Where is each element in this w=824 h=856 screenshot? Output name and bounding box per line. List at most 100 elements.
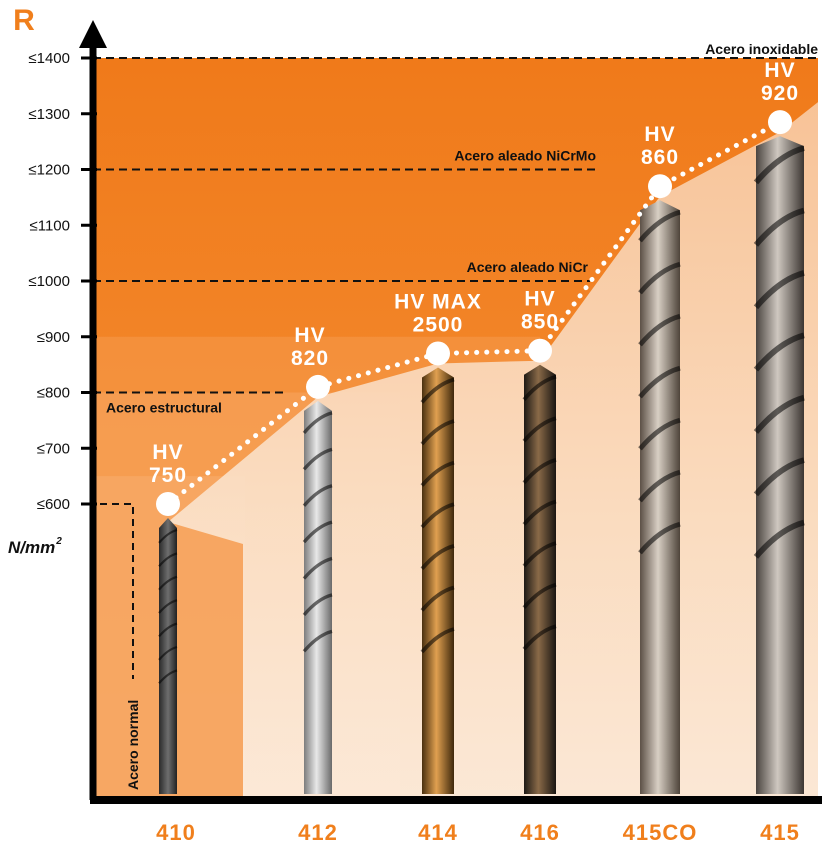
y-tick-label-1300: ≤1300	[28, 106, 70, 123]
drill-flute	[753, 207, 805, 247]
y-tick-label-700: ≤700	[37, 440, 70, 457]
drill-flute	[638, 209, 681, 243]
y-axis-unit-superscript: 2	[55, 536, 62, 547]
series-marker-415CO	[648, 174, 672, 199]
drill-flute	[753, 145, 805, 185]
x-category-label-415: 415	[760, 820, 800, 845]
drill-body	[756, 136, 804, 795]
labels: Acero normal Acero estructural Acero alead…	[8, 4, 818, 845]
y-axis-letter: R	[13, 4, 35, 37]
x-category-label-414: 414	[418, 820, 458, 845]
hv-label-414: 2500	[413, 313, 464, 336]
drill-flute	[420, 377, 455, 404]
drill-flute	[158, 622, 178, 638]
drill-body	[422, 367, 454, 794]
drill-flute	[522, 499, 557, 526]
steel-label-1000: Acero aleado NiCr	[467, 259, 589, 275]
drill-flute	[753, 394, 805, 434]
drill-flute	[638, 521, 681, 555]
steel-label-acero-normal: Acero normal	[125, 700, 141, 790]
drill-flute	[753, 270, 805, 310]
drill-flute	[302, 411, 333, 435]
drill-flute	[753, 332, 805, 372]
x-category-label-415CO: 415CO	[623, 820, 698, 845]
y-axis-unit: N/mm	[8, 538, 55, 557]
y-axis-arrow	[79, 20, 107, 48]
series-line	[165, 119, 783, 507]
drill-flute	[158, 599, 178, 614]
drill-bit-415CO	[638, 200, 681, 795]
steel-label-1200: Acero aleado NiCrMo	[454, 148, 596, 164]
drill-flute	[522, 458, 557, 485]
series-marker-412	[306, 374, 330, 399]
drill-bits	[158, 136, 805, 795]
drill-flute	[420, 419, 455, 446]
hv-label-415: HV	[764, 59, 795, 82]
drill-flute	[638, 417, 681, 451]
y-tick-label-1200: ≤1200	[28, 162, 70, 179]
drill-flute	[420, 544, 455, 571]
drill-flute	[420, 460, 455, 487]
drill-bit-414	[420, 367, 455, 794]
steel-label-800: Acero estructural	[106, 400, 222, 416]
hv-label-412: HV	[294, 324, 325, 347]
series-marker-415	[768, 110, 792, 135]
drill-body	[159, 518, 177, 794]
hv-label-416: HV	[524, 288, 555, 311]
y-tick-label-1000: ≤1000	[28, 273, 70, 290]
drill-flute	[158, 645, 178, 661]
x-category-label-410: 410	[156, 820, 196, 845]
y-tick-label-900: ≤900	[37, 329, 70, 346]
hv-label-415: 920	[761, 82, 799, 105]
drill-flute	[420, 585, 455, 612]
hv-series	[156, 110, 792, 516]
drill-flute	[638, 313, 681, 347]
drill-bit-412	[302, 400, 333, 794]
drill-flute	[302, 447, 333, 471]
drill-flute	[638, 261, 681, 295]
hv-label-410: 750	[149, 464, 187, 487]
y-tick-label-1400: ≤1400	[28, 50, 70, 67]
drill-flute	[302, 520, 333, 544]
drill-flute	[158, 575, 178, 591]
y-tick-label-800: ≤800	[37, 385, 70, 402]
drill-flute	[302, 484, 333, 507]
hv-label-414: HV MAX	[394, 290, 482, 313]
hv-label-415CO: 860	[641, 146, 679, 169]
drill-flute	[420, 502, 455, 529]
drill-flute	[638, 365, 681, 399]
steel-level-lines	[93, 57, 818, 679]
axes	[79, 20, 822, 804]
drill-flute	[753, 519, 805, 559]
drill-flute	[522, 416, 557, 443]
drill-flute	[302, 556, 333, 580]
hv-label-412: 820	[291, 347, 329, 370]
drill-flute	[420, 627, 455, 654]
hv-label-415CO: HV	[644, 123, 675, 146]
drill-body	[524, 364, 556, 794]
drill-flute	[522, 374, 557, 401]
drill-flute	[522, 541, 557, 568]
drill-bit-416	[522, 364, 557, 794]
drill-flute	[302, 629, 333, 653]
y-tick-label-1100: ≤1100	[30, 217, 71, 234]
x-category-label-416: 416	[520, 820, 560, 845]
series-marker-416	[528, 338, 552, 363]
series-marker-410	[156, 492, 180, 516]
y-tick-label-600: ≤600	[37, 496, 70, 513]
drill-flute	[158, 528, 178, 544]
hv-label-416: 850	[521, 311, 559, 334]
level-line-acero-normal	[100, 503, 134, 679]
drill-flute	[522, 582, 557, 609]
x-category-label-412: 412	[298, 820, 338, 845]
steel-label-1400: Acero inoxidable	[705, 41, 818, 57]
drill-flute	[158, 552, 178, 567]
drill-bit-410	[158, 518, 178, 794]
drill-flute	[753, 457, 805, 497]
drill-flute	[638, 469, 681, 503]
drill-body	[640, 200, 680, 795]
drill-flute	[158, 669, 178, 684]
drill-bit-415	[753, 136, 805, 795]
